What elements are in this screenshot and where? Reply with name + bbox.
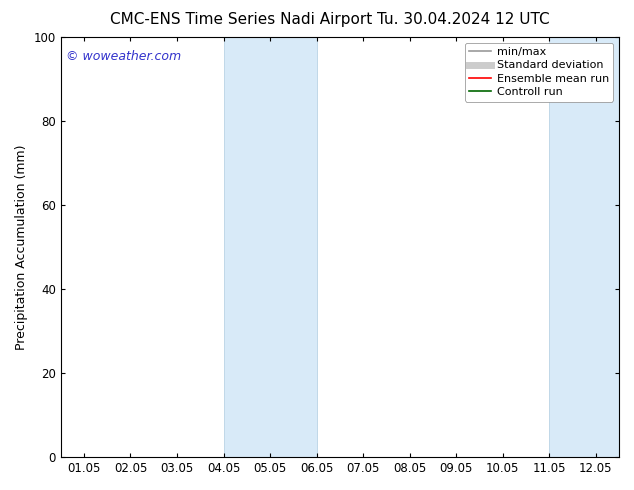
Bar xyxy=(549,37,634,457)
Legend: min/max, Standard deviation, Ensemble mean run, Controll run: min/max, Standard deviation, Ensemble me… xyxy=(465,43,614,101)
Text: © woweather.com: © woweather.com xyxy=(66,50,181,63)
Text: Tu. 30.04.2024 12 UTC: Tu. 30.04.2024 12 UTC xyxy=(377,12,549,27)
Text: CMC-ENS Time Series Nadi Airport: CMC-ENS Time Series Nadi Airport xyxy=(110,12,372,27)
Y-axis label: Precipitation Accumulation (mm): Precipitation Accumulation (mm) xyxy=(15,145,28,350)
Bar xyxy=(224,37,316,457)
